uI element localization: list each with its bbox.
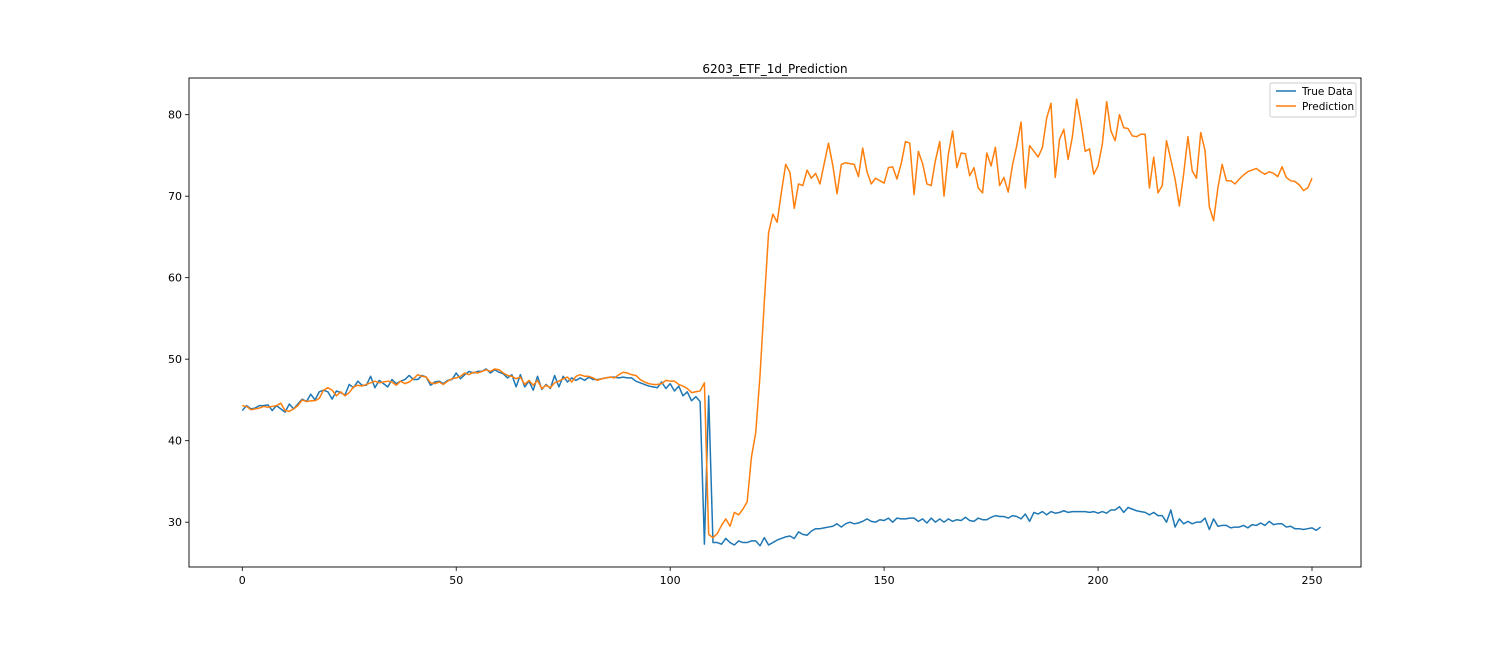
x-tick-label: 200: [1088, 574, 1109, 587]
y-tick-label: 80: [168, 109, 182, 122]
y-axis: 30 40 50 60 70 80: [168, 109, 189, 529]
y-tick-label: 30: [168, 516, 182, 529]
plot-area: 0 50 100 150 200 250 30 40 50 60 70 80: [168, 77, 1362, 587]
x-tick-label: 0: [239, 574, 246, 587]
y-tick-label: 50: [168, 353, 182, 366]
legend: True Data Prediction: [1269, 82, 1357, 118]
x-tick-label: 50: [449, 574, 463, 587]
series-layer: [241, 98, 1322, 547]
chart-title: 6203_ETF_1d_Prediction: [702, 62, 847, 76]
legend-label-prediction: Prediction: [1302, 101, 1354, 113]
series-line-true-data: [241, 368, 1322, 547]
legend-label-true-data: True Data: [1301, 86, 1353, 98]
x-tick-label: 250: [1302, 574, 1323, 587]
y-tick-label: 40: [168, 435, 182, 448]
axes-frame: [188, 77, 1362, 568]
y-tick-label: 60: [168, 272, 182, 285]
x-tick-label: 100: [660, 574, 681, 587]
x-axis: 0 50 100 150 200 250: [239, 567, 1323, 587]
series-line-prediction: [242, 98, 1313, 539]
x-tick-label: 150: [874, 574, 895, 587]
y-tick-label: 70: [168, 190, 182, 203]
